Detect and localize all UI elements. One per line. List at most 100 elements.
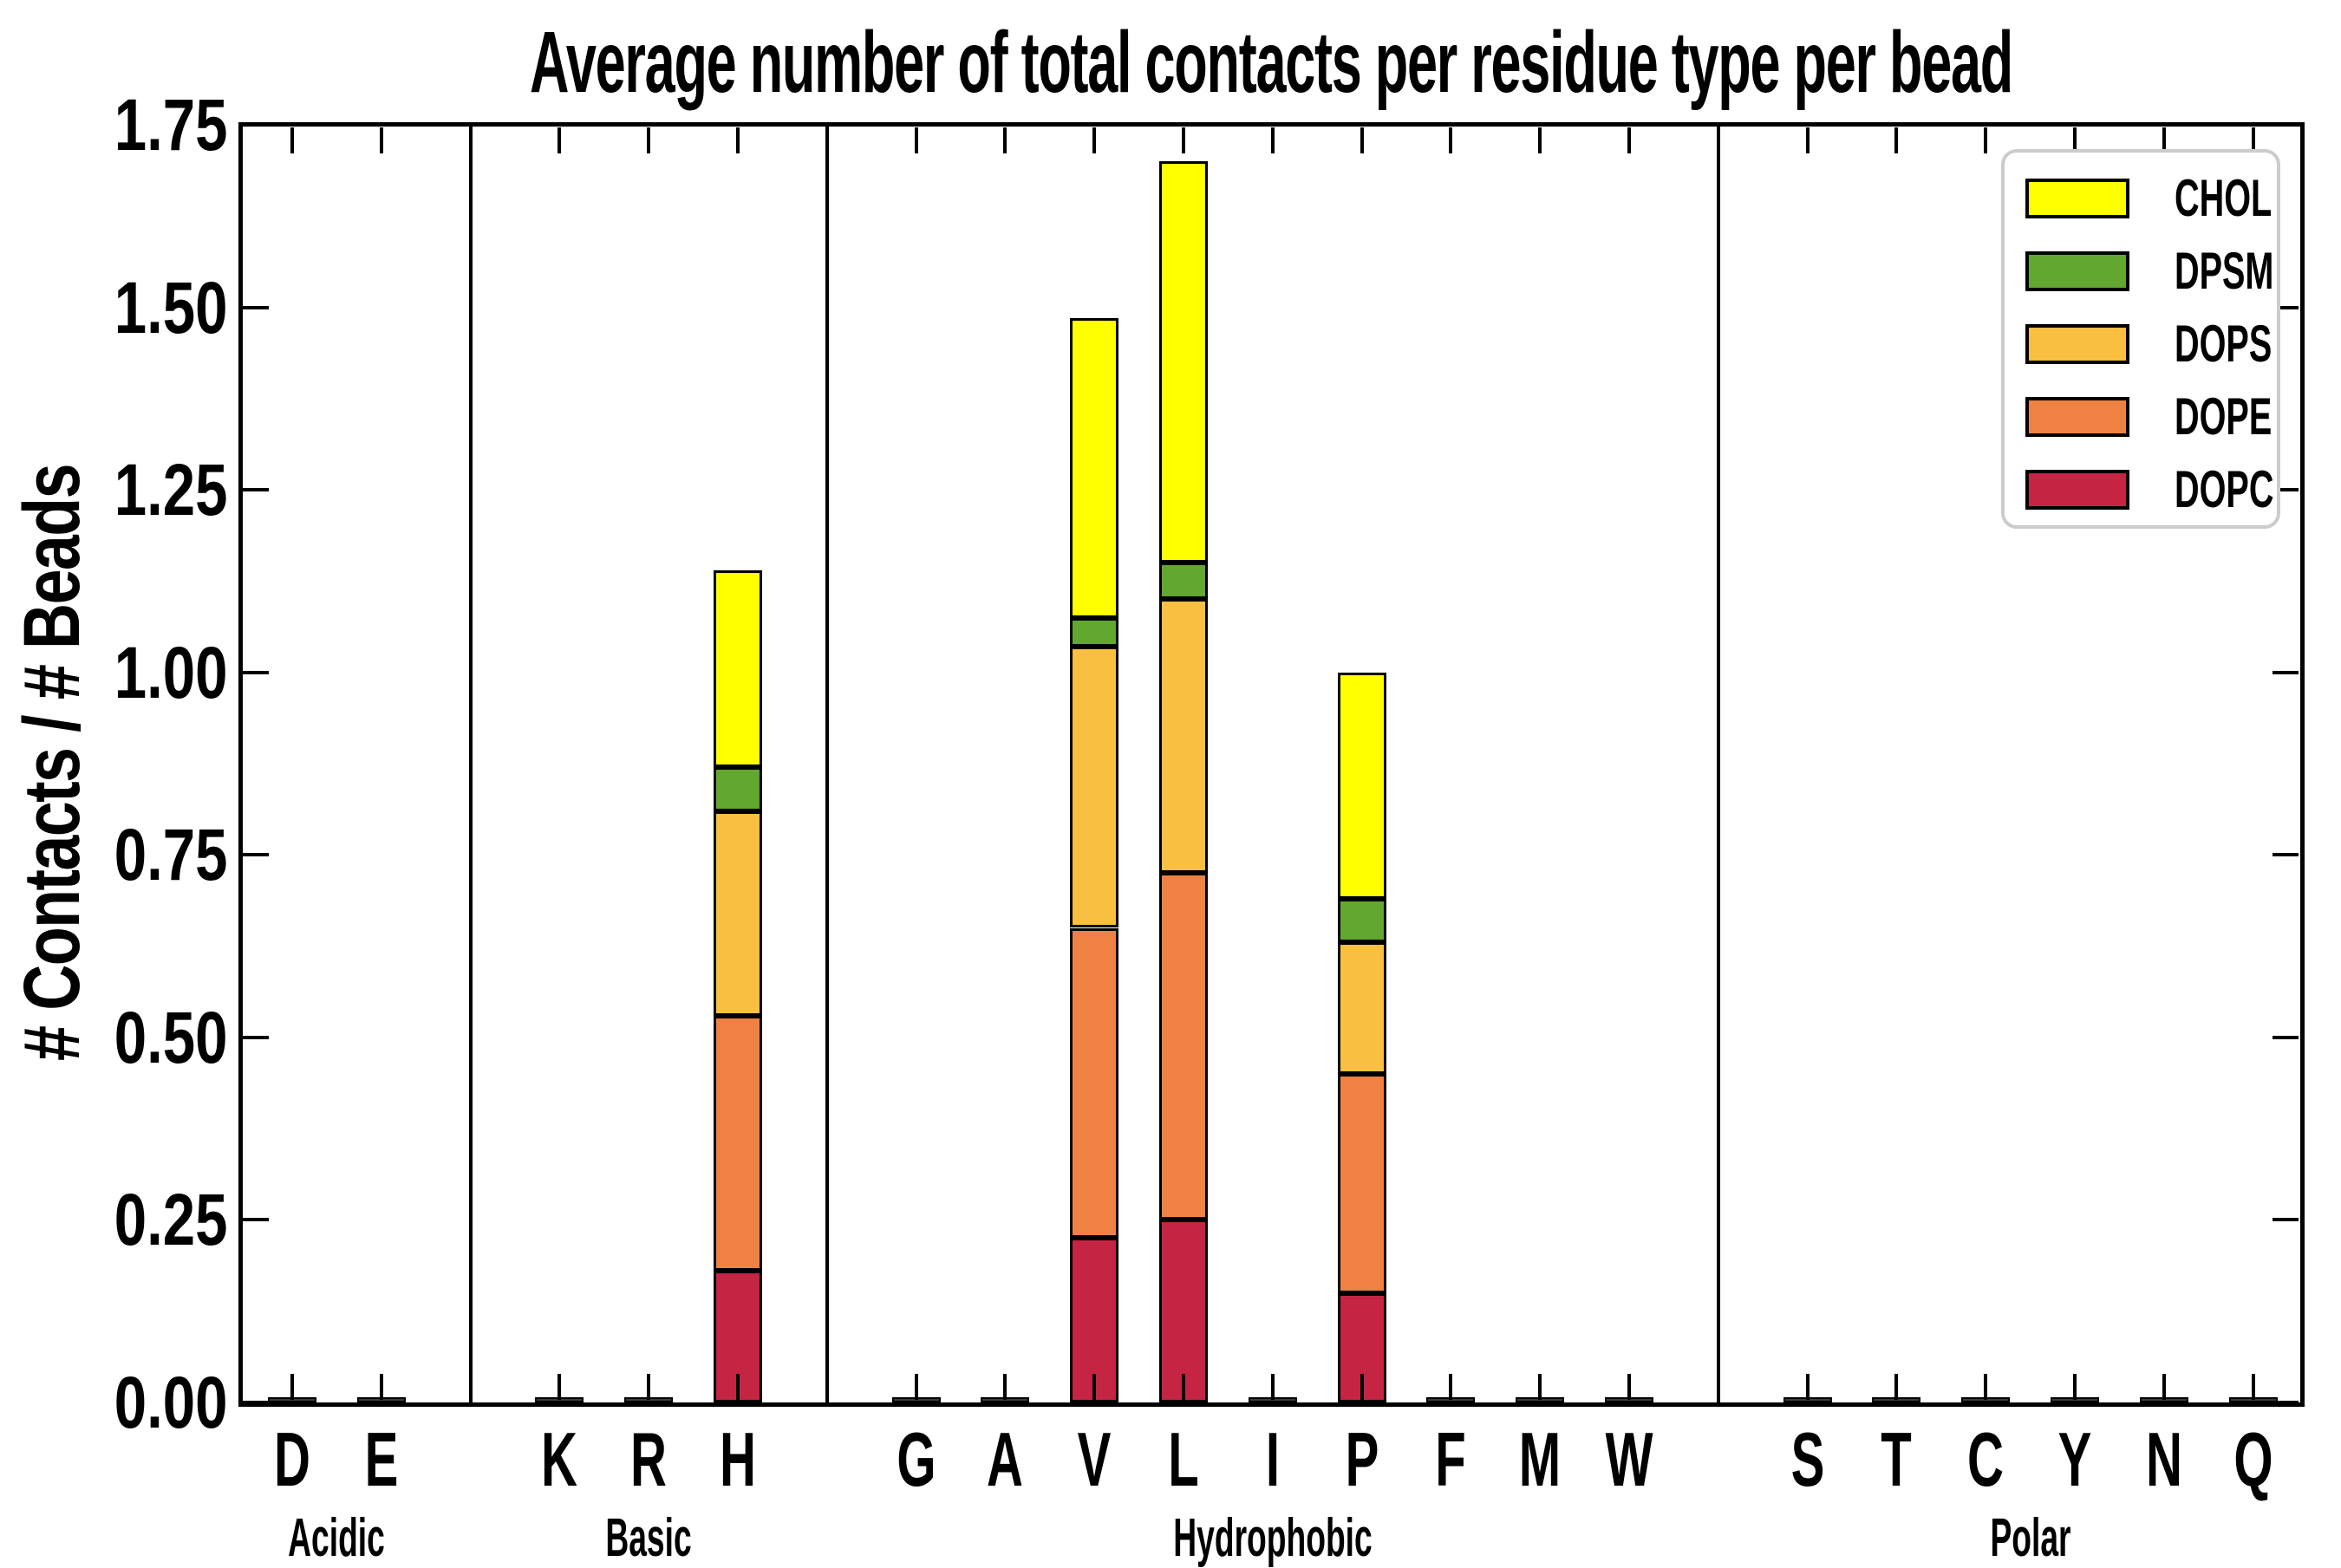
y-tick-label-text: 1.25 bbox=[114, 449, 227, 531]
x-label-E: E bbox=[355, 1420, 407, 1500]
x-label-text: W bbox=[1605, 1416, 1653, 1502]
x-label-C: C bbox=[1958, 1420, 2013, 1500]
bar-P-DOPS bbox=[1337, 942, 1386, 1074]
x-label-text: N bbox=[2145, 1416, 2182, 1502]
x-label-text: Q bbox=[2233, 1416, 2273, 1502]
x-tick-top-K bbox=[558, 127, 562, 153]
y-tick-right-1.00 bbox=[2273, 670, 2299, 674]
x-label-text: R bbox=[630, 1416, 668, 1502]
bar-V-DOPE bbox=[1070, 927, 1119, 1239]
legend-row-CHOL: CHOL bbox=[2005, 172, 2277, 225]
x-tick-top-C bbox=[1984, 127, 1988, 153]
x-tick-bottom-Q bbox=[2251, 1374, 2255, 1400]
bar-L-DPSM bbox=[1159, 563, 1208, 600]
x-label-text: F bbox=[1435, 1416, 1467, 1502]
x-label-N: N bbox=[2136, 1420, 2192, 1500]
x-label-I: I bbox=[1262, 1420, 1283, 1500]
y-tick-right-1.50 bbox=[2273, 305, 2299, 309]
legend-label-text: DPSM bbox=[2175, 242, 2274, 300]
x-label-V: V bbox=[1069, 1420, 1120, 1500]
x-label-text: M bbox=[1518, 1416, 1562, 1502]
x-tick-bottom-H bbox=[736, 1374, 740, 1400]
x-tick-top-S bbox=[1805, 127, 1810, 153]
x-tick-top-P bbox=[1360, 127, 1364, 153]
x-tick-top-D bbox=[290, 127, 294, 153]
group-label-Hydrophobic: Hydrophobic bbox=[1107, 1510, 1438, 1567]
legend-label-DOPS: DOPS bbox=[2175, 317, 2322, 371]
y-tick-label-text: 1.50 bbox=[114, 266, 227, 348]
y-tick-left-1.75 bbox=[243, 123, 269, 127]
y-tick-label-1.75: 1.75 bbox=[35, 87, 227, 163]
x-tick-bottom-M bbox=[1538, 1374, 1542, 1400]
y-tick-right-0.50 bbox=[2273, 1035, 2299, 1039]
chart-title-text: Average number of total contacts per res… bbox=[529, 14, 2013, 111]
y-tick-right-1.75 bbox=[2273, 123, 2299, 127]
x-label-text: P bbox=[1345, 1416, 1379, 1502]
x-tick-top-E bbox=[379, 127, 383, 153]
bar-P-CHOL bbox=[1337, 672, 1386, 899]
bar-L-DOPC bbox=[1159, 1220, 1208, 1402]
bar-L-DOPS bbox=[1159, 599, 1208, 874]
legend-swatch-DOPE bbox=[2025, 397, 2129, 437]
legend-label-text: DOPS bbox=[2175, 315, 2273, 373]
bar-V-DPSM bbox=[1070, 617, 1119, 647]
legend-label-DPSM: DPSM bbox=[2175, 244, 2325, 298]
legend-row-DOPE: DOPE bbox=[2005, 390, 2277, 444]
x-label-Q: Q bbox=[2223, 1420, 2282, 1500]
x-tick-bottom-R bbox=[647, 1374, 651, 1400]
plot-area bbox=[238, 122, 2305, 1407]
x-tick-bottom-P bbox=[1360, 1374, 1364, 1400]
y-tick-left-1.50 bbox=[243, 305, 269, 309]
group-separator-2 bbox=[1716, 125, 1720, 1404]
x-tick-top-N bbox=[2162, 127, 2166, 153]
x-tick-top-V bbox=[1092, 127, 1097, 153]
x-label-text: G bbox=[897, 1416, 936, 1502]
chart-title: Average number of total contacts per res… bbox=[95, 16, 2341, 109]
x-tick-bottom-F bbox=[1449, 1374, 1453, 1400]
group-label-Polar: Polar bbox=[1963, 1510, 2097, 1567]
y-tick-left-0.25 bbox=[243, 1218, 269, 1222]
y-tick-label-text: 0.25 bbox=[114, 1179, 227, 1261]
x-label-M: M bbox=[1509, 1420, 1572, 1500]
x-tick-bottom-C bbox=[1984, 1374, 1988, 1400]
group-label-text: Polar bbox=[1990, 1508, 2071, 1568]
bar-H-DPSM bbox=[714, 767, 762, 811]
x-tick-bottom-V bbox=[1092, 1374, 1097, 1400]
bar-H-CHOL bbox=[714, 569, 762, 768]
x-tick-bottom-I bbox=[1270, 1374, 1275, 1400]
bar-P-DPSM bbox=[1337, 898, 1386, 943]
bar-V-DOPC bbox=[1070, 1238, 1119, 1402]
legend-row-DOPS: DOPS bbox=[2005, 317, 2277, 371]
y-tick-label-text: 0.75 bbox=[114, 814, 227, 896]
y-tick-label-0.75: 0.75 bbox=[35, 817, 227, 893]
x-label-text: V bbox=[1077, 1416, 1112, 1502]
y-tick-label-text: 0.50 bbox=[114, 996, 227, 1078]
x-tick-bottom-N bbox=[2162, 1374, 2166, 1400]
bar-H-DOPS bbox=[714, 810, 762, 1016]
bar-H-DOPC bbox=[714, 1271, 762, 1402]
y-tick-label-1.50: 1.50 bbox=[35, 270, 227, 346]
x-tick-bottom-T bbox=[1894, 1374, 1899, 1400]
x-label-text: T bbox=[1881, 1416, 1913, 1502]
group-label-text: Basic bbox=[605, 1508, 692, 1568]
x-label-D: D bbox=[264, 1420, 320, 1500]
legend-label-DOPE: DOPE bbox=[2175, 390, 2322, 444]
y-tick-right-1.25 bbox=[2273, 488, 2299, 492]
x-tick-bottom-G bbox=[914, 1374, 918, 1400]
legend-swatch-CHOL bbox=[2025, 179, 2129, 218]
bar-L-CHOL bbox=[1159, 161, 1208, 563]
y-tick-left-0.75 bbox=[243, 853, 269, 857]
x-label-G: G bbox=[886, 1420, 945, 1500]
x-label-P: P bbox=[1336, 1420, 1387, 1500]
x-tick-top-Q bbox=[2251, 127, 2255, 153]
legend-swatch-DPSM bbox=[2025, 251, 2129, 291]
x-label-H: H bbox=[710, 1420, 766, 1500]
x-label-L: L bbox=[1160, 1420, 1207, 1500]
y-tick-label-text: 1.75 bbox=[114, 84, 227, 166]
y-tick-left-1.00 bbox=[243, 670, 269, 674]
y-tick-left-0.50 bbox=[243, 1035, 269, 1039]
x-label-T: T bbox=[1874, 1420, 1920, 1500]
y-tick-label-1.00: 1.00 bbox=[35, 634, 227, 711]
x-label-text: D bbox=[274, 1416, 310, 1502]
